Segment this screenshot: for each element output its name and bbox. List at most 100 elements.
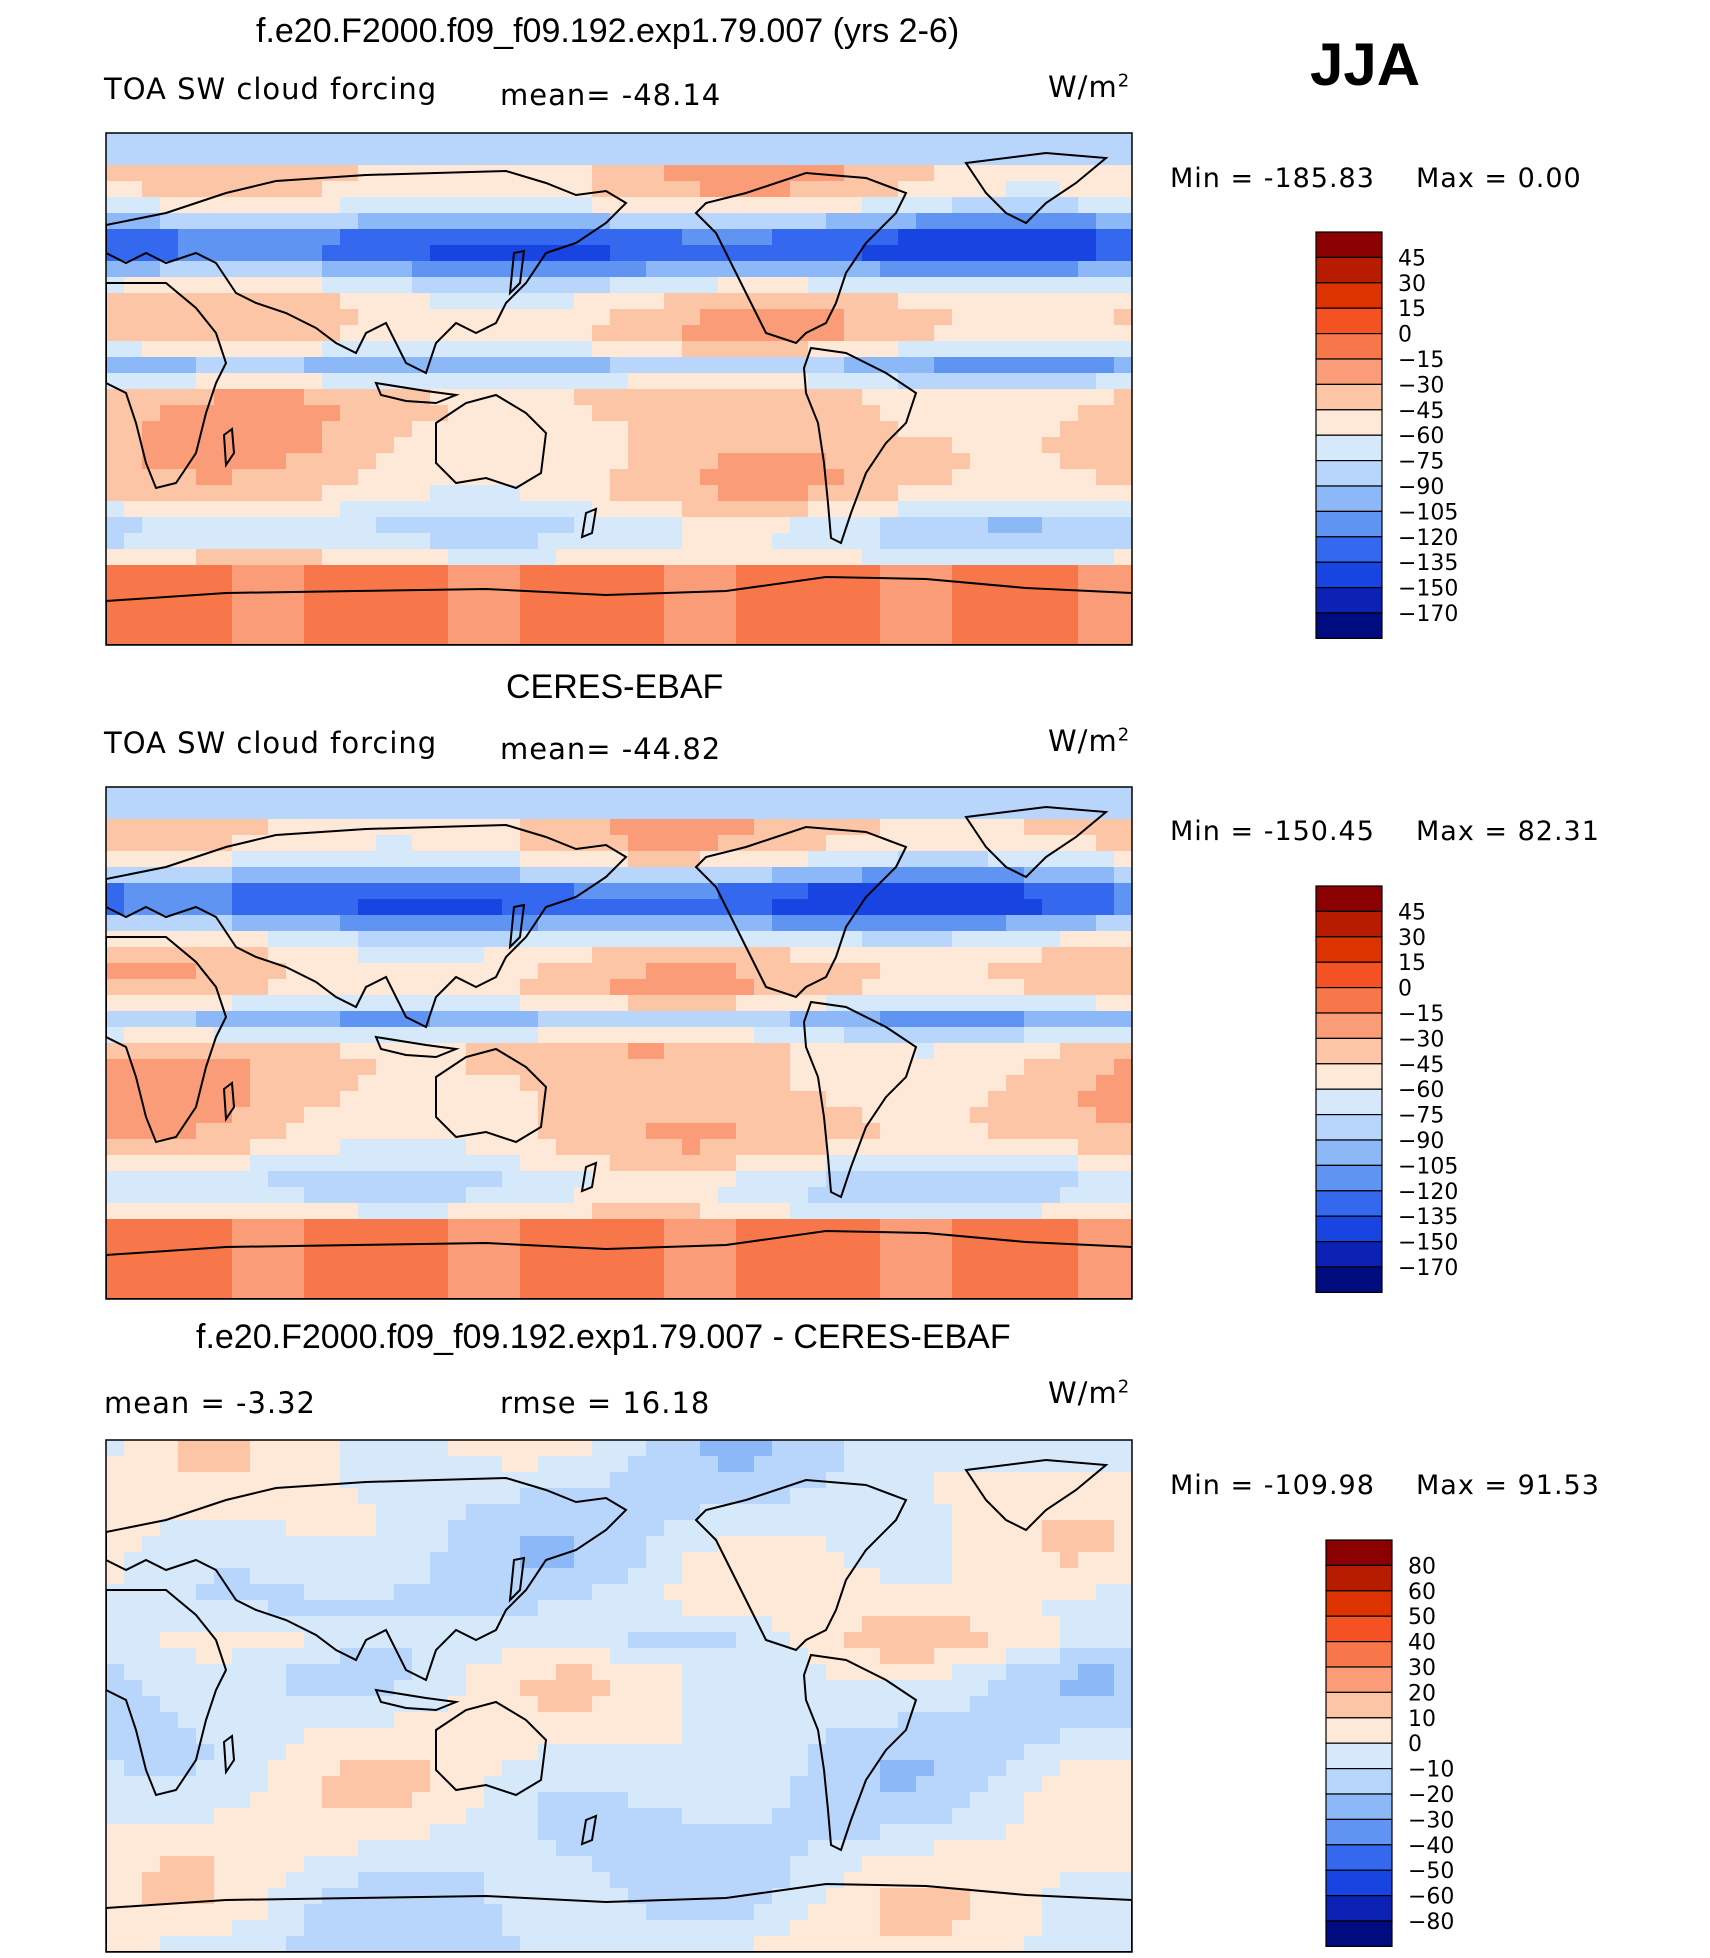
- field-cell: [808, 421, 827, 438]
- field-cell: [736, 1664, 755, 1681]
- field-cell: [1024, 1107, 1043, 1124]
- field-cell: [754, 165, 773, 182]
- field-cell: [448, 341, 467, 358]
- field-cell: [772, 1043, 791, 1060]
- field-cell: [556, 1584, 575, 1601]
- field-cell: [448, 947, 467, 964]
- field-cell: [322, 867, 341, 884]
- field-cell: [772, 1728, 791, 1745]
- field-cell: [1006, 1504, 1025, 1521]
- field-cell: [592, 421, 611, 438]
- field-cell: [844, 1251, 863, 1268]
- field-cell: [1042, 1155, 1061, 1172]
- field-cell: [1006, 867, 1025, 884]
- field-cell: [826, 1744, 845, 1761]
- field-cell: [196, 501, 215, 518]
- field-cell: [664, 851, 683, 868]
- field-cell: [934, 995, 953, 1012]
- field-cell: [196, 1123, 215, 1140]
- field-cell: [988, 1027, 1007, 1044]
- field-cell: [1078, 613, 1097, 630]
- field-cell: [1060, 485, 1079, 502]
- field-cell: [304, 245, 323, 262]
- field-cell: [646, 1728, 665, 1745]
- field-cell: [430, 357, 449, 374]
- field-cell: [826, 325, 845, 342]
- field-cell: [682, 1792, 701, 1809]
- field-cell: [142, 1792, 161, 1809]
- field-cell: [358, 1616, 377, 1633]
- field-cell: [358, 261, 377, 278]
- field-cell: [286, 1251, 305, 1268]
- field-cell: [844, 1584, 863, 1601]
- field-cell: [1006, 1219, 1025, 1236]
- field-cell: [268, 165, 287, 182]
- field-cell: [1042, 629, 1061, 645]
- field-cell: [772, 1155, 791, 1172]
- field-cell: [124, 517, 143, 534]
- field-cell: [142, 341, 161, 358]
- field-cell: [790, 787, 809, 804]
- field-cell: [826, 899, 845, 916]
- field-cell: [736, 963, 755, 980]
- field-cell: [358, 197, 377, 214]
- field-cell: [1096, 405, 1115, 422]
- field-cell: [610, 1664, 629, 1681]
- field-cell: [412, 867, 431, 884]
- field-cell: [520, 613, 539, 630]
- field-cell: [898, 1648, 917, 1665]
- field-cell: [412, 899, 431, 916]
- field-cell: [574, 1664, 593, 1681]
- field-cell: [1006, 1267, 1025, 1284]
- field-cell: [268, 1760, 287, 1777]
- field-cell: [1042, 325, 1061, 342]
- field-cell: [430, 325, 449, 342]
- field-cell: [304, 1648, 323, 1665]
- field-cell: [430, 915, 449, 932]
- field-cell: [142, 1584, 161, 1601]
- field-cell: [574, 613, 593, 630]
- field-cell: [1060, 1456, 1079, 1473]
- field-cell: [682, 469, 701, 486]
- field-cell: [304, 1027, 323, 1044]
- field-cell: [628, 1616, 647, 1633]
- field-cell: [790, 293, 809, 310]
- field-cell: [178, 1043, 197, 1060]
- field-cell: [808, 1187, 827, 1204]
- field-cell: [898, 277, 917, 294]
- field-cell: [970, 1123, 989, 1140]
- field-cell: [376, 1488, 395, 1505]
- field-cell: [592, 293, 611, 310]
- field-cell: [628, 1632, 647, 1649]
- field-cell: [124, 1091, 143, 1108]
- field-cell: [160, 1139, 179, 1156]
- field-cell: [466, 165, 485, 182]
- field-cell: [628, 453, 647, 470]
- field-cell: [736, 1456, 755, 1473]
- field-cell: [322, 1235, 341, 1252]
- field-cell: [160, 149, 179, 166]
- field-cell: [1042, 947, 1061, 964]
- field-cell: [214, 485, 233, 502]
- field-cell: [1078, 1219, 1097, 1236]
- field-cell: [898, 995, 917, 1012]
- field-cell: [412, 1648, 431, 1665]
- field-cell: [106, 389, 125, 406]
- field-cell: [268, 421, 287, 438]
- field-cell: [412, 1744, 431, 1761]
- field-cell: [682, 453, 701, 470]
- field-cell: [160, 1648, 179, 1665]
- field-cell: [916, 421, 935, 438]
- field-cell: [484, 1456, 503, 1473]
- field-cell: [718, 1283, 737, 1299]
- field-cell: [736, 1712, 755, 1729]
- field-cell: [214, 1123, 233, 1140]
- field-cell: [124, 1520, 143, 1537]
- field-cell: [232, 803, 251, 820]
- field-cell: [682, 1616, 701, 1633]
- field-cell: [412, 1760, 431, 1777]
- field-cell: [142, 1139, 161, 1156]
- field-cell: [556, 1075, 575, 1092]
- field-cell: [196, 1568, 215, 1585]
- field-cell: [430, 1728, 449, 1745]
